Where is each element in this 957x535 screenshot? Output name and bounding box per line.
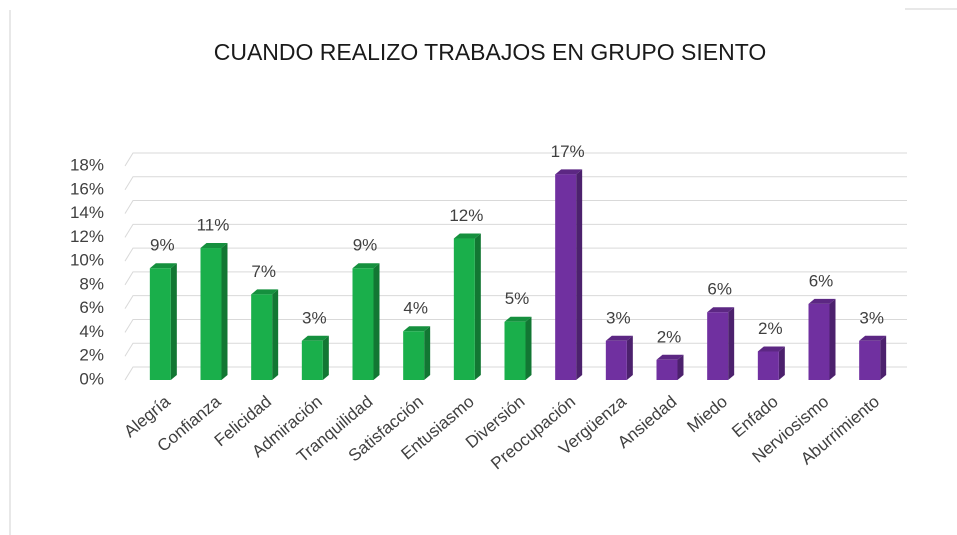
y-tick-label: 12%	[70, 227, 104, 246]
y-tick-label: 0%	[79, 369, 104, 388]
bar-side	[221, 243, 228, 380]
bar	[808, 303, 830, 380]
data-label: 12%	[449, 206, 483, 225]
y-tick-label: 6%	[79, 298, 104, 317]
bar-side	[829, 298, 836, 380]
bar-top	[656, 354, 684, 360]
y-tick-label: 4%	[79, 322, 104, 341]
bar	[352, 268, 374, 380]
bar-side	[170, 263, 177, 380]
bar	[605, 340, 627, 380]
bar	[757, 351, 779, 380]
y-tick-label: 8%	[79, 274, 104, 293]
bar-top	[504, 316, 532, 322]
data-label: 11%	[197, 216, 230, 235]
bar-side	[677, 354, 684, 380]
bar-top	[352, 263, 380, 269]
bar-top	[808, 298, 836, 304]
grid-line	[124, 366, 907, 381]
bar	[251, 294, 273, 380]
grid-line	[124, 223, 907, 238]
grid-line	[124, 318, 907, 333]
grid-line	[124, 342, 907, 357]
bar-top	[301, 335, 329, 341]
bar	[453, 238, 475, 380]
bar-top	[555, 169, 583, 175]
bar-top	[859, 335, 887, 341]
x-tick-label: Miedo	[683, 392, 731, 436]
bar-top	[149, 263, 177, 269]
bar	[301, 340, 323, 380]
bar-side	[576, 169, 583, 380]
chart-title: CUANDO REALIZO TRABAJOS EN GRUPO SIENTO	[214, 39, 767, 65]
grid-line	[124, 176, 907, 191]
y-tick-label: 2%	[79, 346, 104, 365]
bar	[200, 248, 222, 380]
data-label: 3%	[302, 308, 327, 327]
data-label: 2%	[657, 327, 682, 346]
y-tick-label: 10%	[70, 251, 104, 270]
data-label: 7%	[251, 262, 276, 281]
data-label: 17%	[551, 142, 585, 161]
bar-top	[403, 326, 431, 332]
bar	[403, 331, 425, 380]
data-label: 6%	[809, 271, 834, 290]
bar-top	[605, 335, 633, 341]
grid-line	[124, 295, 907, 309]
bar	[555, 174, 577, 380]
grid-line	[124, 200, 907, 214]
bar-side	[424, 326, 431, 380]
bar-side	[322, 335, 329, 380]
bar-side	[525, 316, 532, 380]
data-label: 4%	[403, 299, 428, 318]
bar-top	[757, 346, 785, 352]
grid-line	[124, 271, 907, 286]
data-label: 9%	[353, 236, 378, 255]
bar	[149, 268, 171, 380]
grid-line	[124, 152, 907, 167]
bar-side	[474, 233, 481, 380]
grid-line	[124, 247, 907, 262]
bar-top	[200, 243, 228, 249]
bar-side	[728, 307, 735, 380]
bar	[859, 340, 881, 380]
bar	[504, 321, 526, 380]
bar-side	[778, 346, 785, 380]
data-label: 3%	[606, 308, 631, 327]
y-tick-label: 14%	[70, 203, 104, 222]
data-label: 6%	[707, 280, 732, 299]
data-label: 9%	[150, 236, 175, 255]
bar-side	[272, 289, 279, 380]
y-tick-label: 18%	[70, 155, 104, 174]
bar-top	[251, 289, 279, 295]
bar	[656, 359, 678, 380]
bar	[707, 312, 729, 380]
data-label: 5%	[505, 289, 530, 308]
bar-side	[373, 263, 380, 380]
bar-side	[880, 335, 887, 380]
y-tick-label: 16%	[70, 179, 104, 198]
bar-top	[453, 233, 481, 239]
data-label: 2%	[758, 319, 783, 338]
data-label: 3%	[859, 308, 884, 327]
bar-side	[626, 335, 633, 380]
bar-top	[707, 307, 735, 313]
